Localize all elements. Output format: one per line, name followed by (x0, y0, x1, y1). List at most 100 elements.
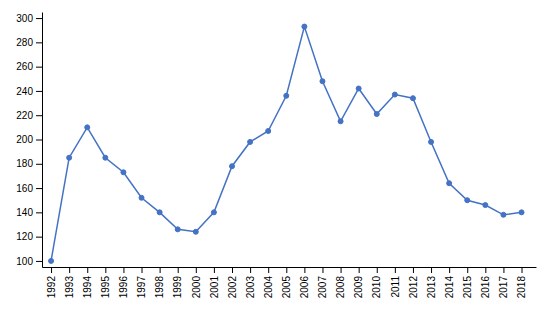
tick: 2018 (516, 267, 527, 298)
tick-label: 2001 (209, 276, 220, 299)
tick: 300 (16, 13, 42, 24)
tick-label: 2013 (426, 276, 437, 299)
tick-label: 2016 (480, 276, 491, 299)
tick-mark (268, 267, 269, 273)
tick-label: 260 (16, 61, 33, 72)
point (483, 203, 488, 208)
tick: 2010 (371, 267, 382, 298)
tick: 2014 (444, 267, 455, 298)
point (193, 229, 198, 234)
tick-mark (431, 267, 432, 273)
tick-label: 2012 (408, 276, 419, 299)
point (302, 24, 307, 29)
tick-mark (341, 267, 342, 273)
tick-mark (286, 267, 287, 273)
point (139, 195, 144, 200)
tick-label: 1993 (64, 276, 75, 299)
tick: 2007 (317, 267, 328, 298)
point (338, 119, 343, 124)
tick: 2006 (299, 267, 310, 298)
point (103, 155, 108, 160)
tick: 160 (16, 183, 42, 194)
x-axis: 1992 1993 1994 1995 1996 1997 1998 1999 2000 2001… (43, 267, 537, 298)
tick-label: 1997 (136, 276, 147, 299)
tick: 2008 (335, 267, 346, 298)
tick: 1992 (46, 267, 57, 298)
tick-label: 2017 (498, 276, 509, 299)
tick-mark (105, 267, 106, 273)
point (67, 155, 72, 160)
tick-mark (123, 267, 124, 273)
point (447, 181, 452, 186)
tick-mark (250, 267, 251, 273)
tick-label: 2008 (335, 276, 346, 299)
tick-mark (467, 267, 468, 273)
tick-mark (214, 267, 215, 273)
tick-mark (522, 267, 523, 273)
tick-label: 2003 (245, 276, 256, 299)
tick-label: 2004 (263, 276, 274, 299)
tick-mark (36, 164, 42, 165)
tick-mark (395, 267, 396, 273)
tick: 2015 (462, 267, 473, 298)
tick-mark (196, 267, 197, 273)
tick: 2011 (390, 267, 401, 298)
tick: 1994 (82, 267, 93, 298)
tick-mark (36, 18, 42, 19)
tick-label: 2009 (353, 276, 364, 299)
tick-label: 200 (16, 134, 33, 145)
tick-label: 280 (16, 37, 33, 48)
tick-mark (503, 267, 504, 273)
tick-label: 1995 (100, 276, 111, 299)
tick-mark (36, 115, 42, 116)
tick: 1993 (64, 267, 75, 298)
tick: 2000 (191, 267, 202, 298)
tick-mark (413, 267, 414, 273)
tick-mark (485, 267, 486, 273)
tick-label: 1992 (46, 276, 57, 299)
tick-label: 1996 (118, 276, 129, 299)
tick-label: 2018 (516, 276, 527, 299)
tick-mark (377, 267, 378, 273)
tick-label: 220 (16, 110, 33, 121)
tick-label: 2002 (227, 276, 238, 299)
tick: 2004 (263, 267, 274, 298)
tick: 120 (16, 231, 42, 242)
tick-mark (36, 140, 42, 141)
point (230, 164, 235, 169)
tick-label: 240 (16, 86, 33, 97)
tick-label: 2014 (444, 276, 455, 299)
tick: 280 (16, 37, 42, 48)
plot-area: 1992199319941995199619971998199920002001… (16, 13, 536, 299)
tick-label: 1994 (82, 276, 93, 299)
tick: 2002 (227, 267, 238, 298)
point (519, 210, 524, 215)
tick: 2012 (408, 267, 419, 298)
tick-mark (69, 267, 70, 273)
tick: 240 (16, 86, 42, 97)
point (410, 96, 415, 101)
tick: 2001 (209, 267, 220, 298)
tick-label: 2005 (281, 276, 292, 299)
tick: 2009 (353, 267, 364, 298)
tick-mark (160, 267, 161, 273)
axis-line (43, 267, 537, 268)
tick-label: 180 (16, 158, 33, 169)
tick-mark (178, 267, 179, 273)
tick-mark (36, 212, 42, 213)
tick: 1996 (118, 267, 129, 298)
tick: 2013 (426, 267, 437, 298)
point (429, 139, 434, 144)
chart: 1992199319941995199619971998199920002001… (0, 0, 550, 313)
tick-mark (36, 91, 42, 92)
tick-label: 1999 (172, 276, 183, 299)
tick: 2003 (245, 267, 256, 298)
tick: 180 (16, 158, 42, 169)
tick: 140 (16, 207, 42, 218)
tick: 1998 (154, 267, 165, 298)
tick-label: 300 (16, 13, 33, 24)
tick: 100 (16, 256, 42, 267)
tick: 1997 (136, 267, 147, 298)
tick-label: 2010 (371, 276, 382, 299)
tick-label: 2007 (317, 276, 328, 299)
